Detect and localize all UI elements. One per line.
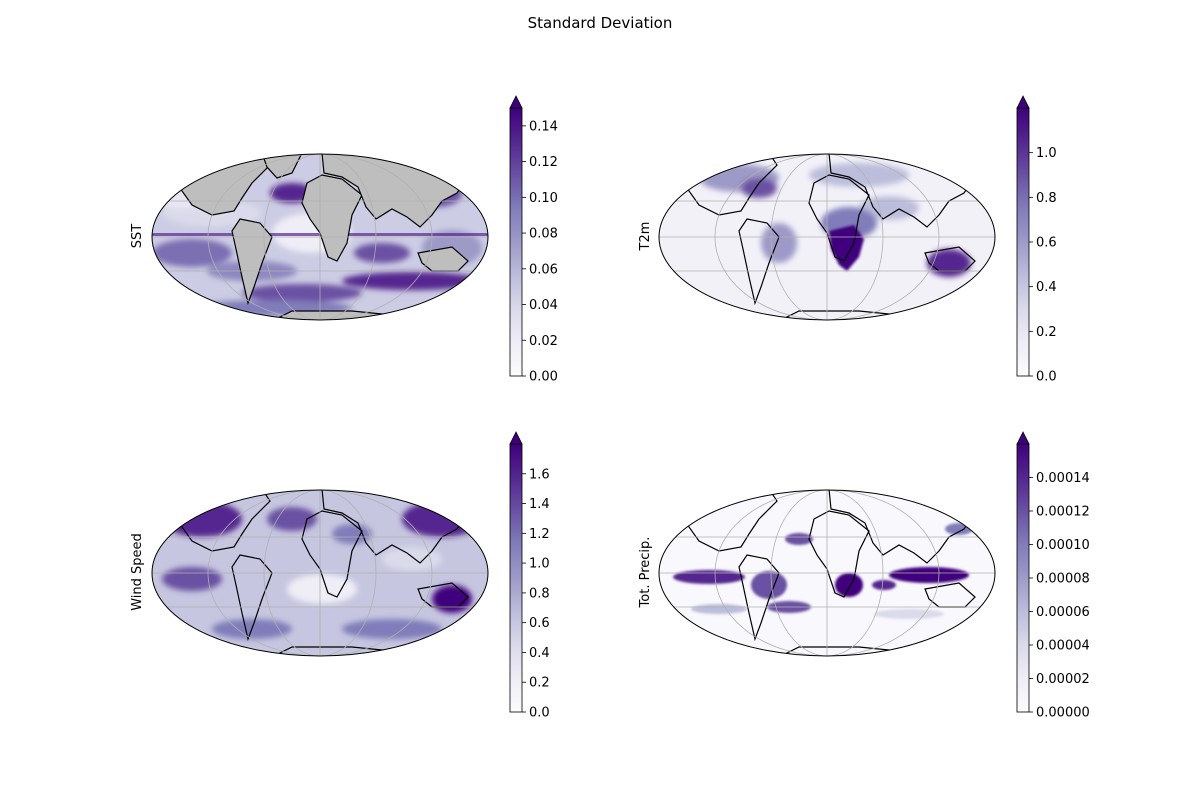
colorbar-tick-label: 0.00014 xyxy=(1036,471,1090,486)
colorbar-tick-label: 1.6 xyxy=(529,467,550,482)
colorbar-tick-label: 0.4 xyxy=(1036,280,1057,295)
colorbar-tick-label: 0.4 xyxy=(529,646,550,661)
colorbar-tick-label: 0.0 xyxy=(529,706,550,721)
colorbar-tot-precip: 0.00000 0.00002 0.00004 0.00006 0.00008 0.000… xyxy=(1016,431,1090,721)
colorbar-tick-label: 1.0 xyxy=(529,557,550,572)
map-outline xyxy=(658,153,996,321)
colorbar-extend-arrow xyxy=(509,95,523,109)
graticule xyxy=(659,490,995,656)
panel-t2m: T2m 0.0 0.2 0.4 0.6 0.8 1.0 xyxy=(638,95,1057,385)
colorbar-tick-label: 0.00006 xyxy=(1036,605,1090,620)
colorbar-extend-arrow xyxy=(1016,95,1030,109)
panel-ylabel: Wind Speed xyxy=(130,533,145,611)
graticule xyxy=(152,490,488,656)
colorbar-tick-label: 0.00000 xyxy=(1036,706,1090,721)
map-outline xyxy=(151,489,489,657)
map-sst xyxy=(151,153,489,321)
colorbar-tick-label: 1.2 xyxy=(529,527,550,542)
map-tot-precip xyxy=(658,489,996,657)
precip-field xyxy=(673,523,973,619)
figure-title: Standard Deviation xyxy=(528,14,673,32)
colorbar-tick-label: 0.8 xyxy=(1036,191,1057,206)
colorbar-tick-label: 0.0 xyxy=(1036,370,1057,385)
colorbar-tick-label: 0.14 xyxy=(529,119,558,134)
colorbar-tick-label: 0.00002 xyxy=(1036,672,1090,687)
colorbar-gradient xyxy=(510,444,522,712)
panel-sst: SST 0.00 0.02 0.04 0.06 0.08 0.10 0.12 0.14 xyxy=(130,95,558,385)
panel-wind-speed: Wind Speed 0.0 0.2 0.4 0.6 0.8 1.0 1.2 1.4 1.6 xyxy=(130,431,550,721)
colorbar-tick-label: 0.6 xyxy=(1036,236,1057,251)
colorbar-sst: 0.00 0.02 0.04 0.06 0.08 0.10 0.12 0.14 xyxy=(509,95,558,385)
colorbar-tick-label: 0.00012 xyxy=(1036,505,1090,520)
colorbar-tick-label: 0.10 xyxy=(529,191,558,206)
colorbar-tick-label: 0.06 xyxy=(529,262,558,277)
colorbar-tick-label: 0.8 xyxy=(529,586,550,601)
colorbar-tick-label: 0.00010 xyxy=(1036,538,1090,553)
colorbar-tick-label: 0.00008 xyxy=(1036,572,1090,587)
colorbar-extend-arrow xyxy=(509,431,523,445)
graticule xyxy=(659,154,995,320)
panel-ylabel: T2m xyxy=(638,222,653,252)
colorbar-tick-label: 0.00 xyxy=(529,370,558,385)
panel-tot-precip: Tot. Precip. 0.000000.000020.000040.0000… xyxy=(638,431,1090,721)
colorbar-tick-label: 0.2 xyxy=(1036,325,1057,340)
colorbar-tick-label: 0.12 xyxy=(529,155,558,170)
colorbar-tick-label: 0.2 xyxy=(529,676,550,691)
colorbar-gradient xyxy=(510,108,522,376)
colorbar-frame xyxy=(509,443,523,713)
colorbar-gradient xyxy=(1017,444,1029,712)
land-mask xyxy=(173,154,473,320)
graticule xyxy=(152,154,488,320)
colorbar-tick-label: 0.04 xyxy=(529,298,558,313)
map-t2m xyxy=(658,153,996,321)
colorbar-frame xyxy=(509,107,523,377)
map-wind-speed xyxy=(151,489,489,657)
colorbar-tick-label: 0.02 xyxy=(529,334,558,349)
colorbar-tick-label: 1.0 xyxy=(1036,146,1057,161)
panel-ylabel: SST xyxy=(130,224,145,249)
panel-ylabel: Tot. Precip. xyxy=(638,537,653,609)
map-outline xyxy=(658,489,996,657)
colorbar-tick-label: 0.6 xyxy=(529,616,550,631)
colorbar-t2m: 0.0 0.2 0.4 0.6 0.8 1.0 xyxy=(1016,95,1057,385)
colorbar-gradient xyxy=(1017,108,1029,376)
colorbar-extend-arrow xyxy=(1016,431,1030,445)
colorbar-tick-label: 1.4 xyxy=(529,497,550,512)
colorbar-wind-speed: 0.0 0.2 0.4 0.6 0.8 1.0 1.2 1.4 1.6 xyxy=(509,431,550,721)
map-outline xyxy=(151,153,489,321)
colorbar-tick-label: 0.08 xyxy=(529,227,558,242)
colorbar-tick-label: 0.00004 xyxy=(1036,639,1090,654)
